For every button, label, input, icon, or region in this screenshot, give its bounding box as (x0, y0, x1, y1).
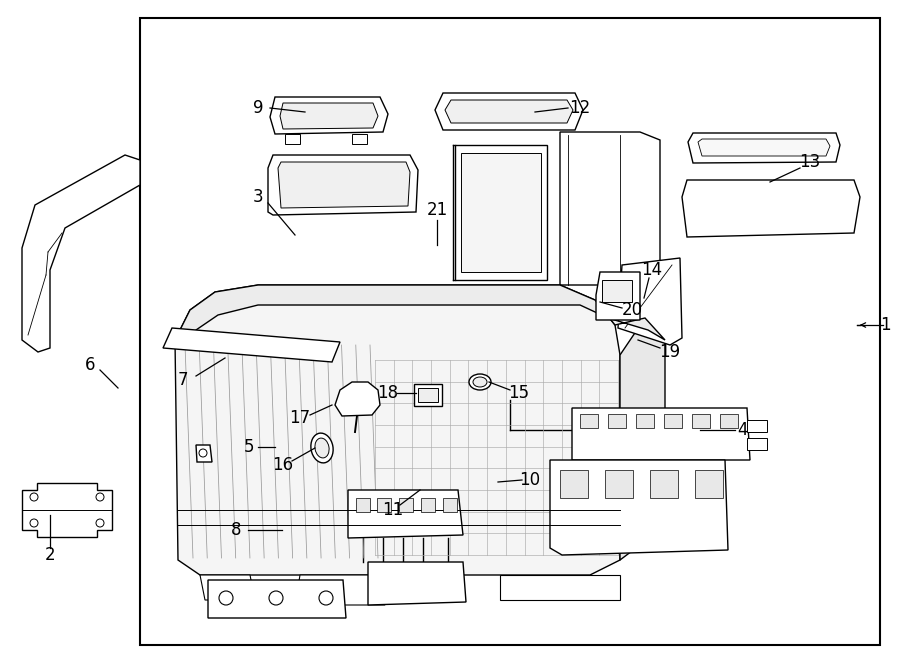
Polygon shape (348, 490, 463, 538)
Ellipse shape (219, 591, 233, 605)
Polygon shape (500, 575, 620, 600)
Polygon shape (418, 388, 438, 402)
Polygon shape (208, 580, 346, 618)
Polygon shape (682, 180, 860, 237)
Ellipse shape (310, 433, 333, 463)
Text: 9: 9 (253, 99, 263, 117)
Polygon shape (22, 483, 112, 537)
Polygon shape (580, 414, 598, 428)
Polygon shape (618, 258, 682, 345)
Polygon shape (560, 132, 660, 285)
Polygon shape (720, 414, 738, 428)
Polygon shape (445, 100, 573, 123)
Polygon shape (421, 498, 435, 512)
Text: 6: 6 (85, 356, 95, 374)
Polygon shape (620, 318, 665, 560)
Polygon shape (443, 498, 457, 512)
Polygon shape (356, 498, 370, 512)
Polygon shape (200, 575, 255, 600)
Text: 13: 13 (799, 153, 821, 171)
Text: 19: 19 (660, 343, 680, 361)
Polygon shape (196, 445, 212, 462)
Polygon shape (650, 470, 678, 498)
Polygon shape (695, 470, 723, 498)
Text: 3: 3 (253, 188, 264, 206)
Text: 2: 2 (45, 546, 55, 564)
Text: 4: 4 (737, 421, 747, 439)
Text: 1: 1 (879, 316, 890, 334)
Polygon shape (572, 408, 750, 460)
Polygon shape (175, 285, 665, 348)
Polygon shape (455, 145, 547, 280)
Text: 7: 7 (178, 371, 188, 389)
Ellipse shape (30, 493, 38, 501)
Polygon shape (636, 414, 654, 428)
Ellipse shape (30, 519, 38, 527)
Text: 14: 14 (642, 261, 662, 279)
Polygon shape (664, 414, 682, 428)
Polygon shape (605, 470, 633, 498)
Ellipse shape (96, 519, 104, 527)
Polygon shape (698, 139, 830, 156)
Ellipse shape (96, 493, 104, 501)
Polygon shape (140, 18, 880, 645)
Polygon shape (280, 103, 378, 129)
Polygon shape (560, 470, 588, 498)
Text: 8: 8 (230, 521, 241, 539)
Text: 11: 11 (382, 501, 403, 519)
Ellipse shape (473, 377, 487, 387)
Ellipse shape (315, 438, 329, 458)
Polygon shape (335, 382, 380, 416)
Polygon shape (688, 133, 840, 163)
Polygon shape (22, 155, 140, 352)
Text: 15: 15 (508, 384, 529, 402)
Polygon shape (414, 384, 442, 406)
Polygon shape (435, 93, 583, 130)
Polygon shape (602, 280, 632, 302)
Polygon shape (278, 162, 410, 208)
Polygon shape (268, 155, 418, 215)
Polygon shape (550, 460, 728, 555)
Text: 5: 5 (244, 438, 254, 456)
Text: 17: 17 (290, 409, 310, 427)
Text: 10: 10 (519, 471, 541, 489)
Polygon shape (163, 328, 340, 362)
Ellipse shape (199, 449, 207, 457)
Polygon shape (285, 134, 300, 144)
Polygon shape (692, 414, 710, 428)
Ellipse shape (319, 591, 333, 605)
Polygon shape (747, 438, 767, 450)
Polygon shape (295, 575, 385, 605)
Polygon shape (368, 562, 466, 605)
Text: 18: 18 (377, 384, 399, 402)
Polygon shape (352, 134, 367, 144)
Polygon shape (608, 414, 626, 428)
Ellipse shape (269, 591, 283, 605)
Text: 20: 20 (621, 301, 643, 319)
Polygon shape (377, 498, 391, 512)
Ellipse shape (469, 374, 491, 390)
Text: 21: 21 (427, 201, 447, 219)
Polygon shape (596, 272, 640, 320)
Polygon shape (270, 97, 388, 134)
Text: 12: 12 (570, 99, 590, 117)
Polygon shape (747, 420, 767, 432)
Polygon shape (175, 285, 620, 575)
Text: 16: 16 (273, 456, 293, 474)
Polygon shape (399, 498, 413, 512)
Polygon shape (461, 153, 541, 272)
